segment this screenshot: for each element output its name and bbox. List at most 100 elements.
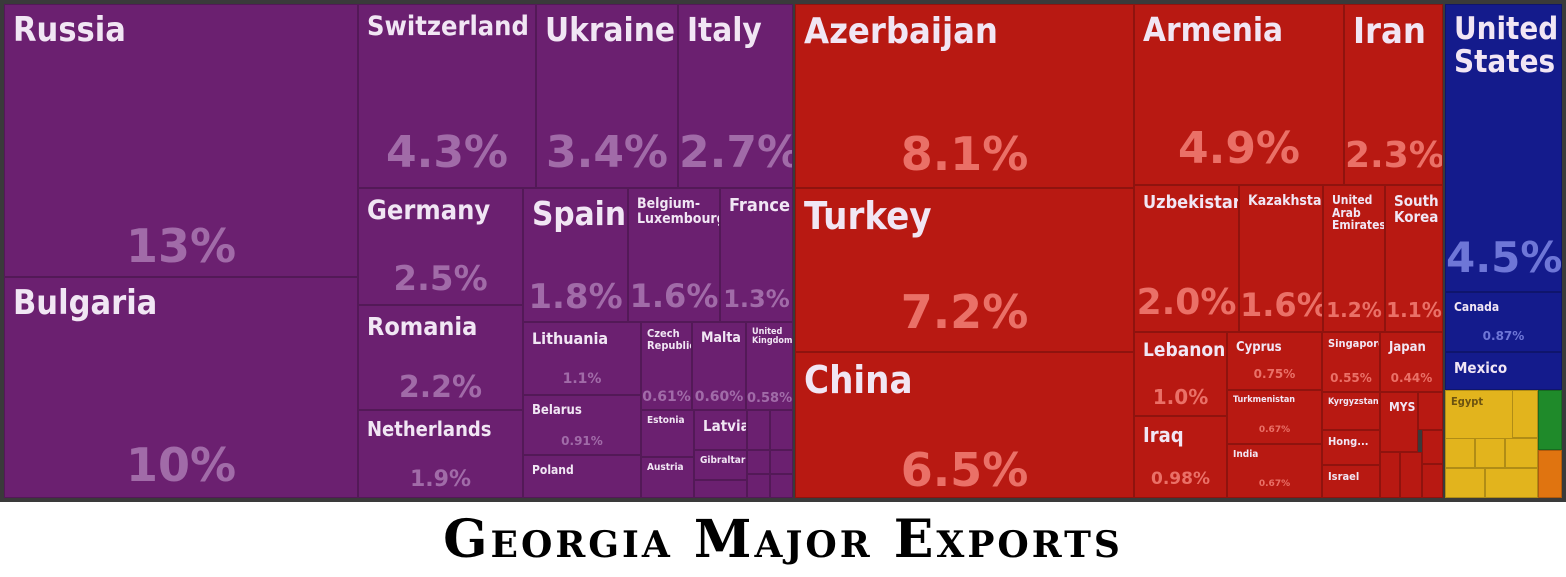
treemap-cell-armenia: Armenia 4.9% <box>1134 4 1344 185</box>
cell-value: 0.98% <box>1151 469 1210 489</box>
treemap-cell-estonia: Estonia <box>641 410 694 457</box>
cell-label: Belgium- Luxembourg <box>637 196 720 227</box>
cell-label: Lebanon <box>1143 339 1226 361</box>
cell-label: Russia <box>13 10 126 50</box>
cell-label: United Kingdom <box>752 327 793 347</box>
treemap-cell-minor <box>1485 468 1538 498</box>
cell-label: Latvia <box>703 417 747 435</box>
cell-value: 0.44% <box>1390 371 1433 385</box>
cell-value: 1.2% <box>1326 298 1382 322</box>
cell-value: 0.75% <box>1253 367 1296 381</box>
treemap-cell-minor <box>1445 468 1485 498</box>
cell-value: 13% <box>125 219 237 273</box>
treemap-cell-minor <box>1445 438 1475 468</box>
cell-value: 8.1% <box>900 127 1029 181</box>
cell-value: 2.5% <box>393 259 488 299</box>
treemap-cell-minor <box>747 410 770 450</box>
treemap-cell-turkmenistan: Turkmenistan 0.67% <box>1227 390 1322 444</box>
cell-label: United States <box>1454 11 1559 80</box>
treemap-cell-kazakhstan: Kazakhstan 1.6% <box>1239 185 1323 332</box>
cell-label: South Korea <box>1394 192 1439 226</box>
cell-label: Lithuania <box>532 329 609 348</box>
cell-value: 0.60% <box>694 389 744 405</box>
cell-value: 2.0% <box>1136 282 1237 323</box>
treemap-cell-minor <box>694 480 747 498</box>
cell-value: 7.2% <box>900 285 1029 339</box>
treemap-cell-india: India 0.67% <box>1227 444 1322 498</box>
cell-label: Iraq <box>1143 423 1184 447</box>
treemap-cell-minor <box>1422 430 1443 464</box>
treemap-cell-united-states: United States 4.5% <box>1445 4 1562 292</box>
treemap-cell-austria: Austria <box>641 457 694 498</box>
cell-value: 1.1% <box>1386 298 1442 322</box>
cell-value: 0.61% <box>642 389 691 405</box>
cell-label: Switzerland <box>367 11 529 42</box>
treemap-cell-minor <box>1512 390 1538 438</box>
treemap-cell-lebanon: Lebanon 1.0% <box>1134 332 1227 416</box>
cell-label: France <box>729 195 790 216</box>
cell-label: Turkmenistan <box>1233 395 1296 405</box>
treemap-cell-kyrgyzstan: Kyrgyzstan <box>1322 392 1380 430</box>
cell-value: 0.67% <box>1258 425 1291 435</box>
cell-label: United Arab Emirates <box>1332 193 1385 233</box>
treemap-cell-united-arab-emirates: United Arab Emirates 1.2% <box>1323 185 1385 332</box>
treemap-cell-uzbekistan: Uzbekistan 2.0% <box>1134 185 1239 332</box>
treemap-cell-hong: Hong... <box>1322 430 1380 465</box>
cell-value: 10% <box>125 438 237 492</box>
treemap-cell-minor <box>747 474 770 498</box>
treemap-cell-azerbaijan: Azerbaijan 8.1% <box>795 4 1134 188</box>
cell-label: Ukraine <box>545 10 675 49</box>
cell-label: Germany <box>367 195 491 226</box>
treemap-cell-russia: Russia 13% <box>4 4 358 277</box>
treemap-cell-poland: Poland <box>523 455 641 498</box>
cell-label: Malta <box>701 330 741 346</box>
cell-label: Czech Republic <box>647 327 692 352</box>
treemap-cell-singapore: Singapore 0.55% <box>1322 332 1380 392</box>
treemap-cell-spain: Spain 1.8% <box>523 188 628 322</box>
treemap-cell-czech-republic: Czech Republic 0.61% <box>641 322 692 410</box>
treemap-cell-minor <box>770 450 793 474</box>
treemap-cell-malta: Malta 0.60% <box>692 322 746 410</box>
cell-value: 1.8% <box>528 277 623 317</box>
cell-label: Armenia <box>1143 10 1284 49</box>
treemap-cell-minor <box>1422 464 1443 498</box>
treemap-cell-minor <box>1418 392 1443 430</box>
cell-value: 0.87% <box>1482 329 1525 343</box>
cell-value: 4.3% <box>385 127 509 178</box>
cell-label: Mexico <box>1454 359 1508 377</box>
cell-value: 0.91% <box>561 434 603 448</box>
treemap-cell-lithuania: Lithuania 1.1% <box>523 322 641 395</box>
cell-value: 2.3% <box>1345 135 1443 176</box>
treemap-cell-ukraine: Ukraine 3.4% <box>536 4 678 188</box>
cell-label: Netherlands <box>367 417 492 441</box>
cell-label: MYS <box>1389 400 1416 414</box>
treemap-cell-minor <box>1380 452 1400 498</box>
cell-label: Spain <box>532 194 626 233</box>
treemap-cell-minor <box>770 474 793 498</box>
cell-value: 1.6% <box>1240 286 1323 324</box>
treemap-cell-turkey: Turkey 7.2% <box>795 188 1134 352</box>
cell-label: Estonia <box>647 415 685 426</box>
treemap-cell-italy: Italy 2.7% <box>678 4 793 188</box>
cell-value: 6.5% <box>900 443 1029 497</box>
cell-label: Kazakhstan <box>1248 193 1323 209</box>
treemap-cell-canada: Canada 0.87% <box>1445 292 1562 352</box>
cell-label: Egypt <box>1451 395 1484 408</box>
cell-value: 3.4% <box>545 127 669 178</box>
treemap-cell-mys: MYS <box>1380 392 1418 452</box>
treemap-cell-china: China 6.5% <box>795 352 1134 498</box>
cell-label: Turkey <box>804 194 932 238</box>
cell-label: Japan <box>1389 340 1426 355</box>
cell-value: 0.55% <box>1330 371 1372 385</box>
treemap-cell-iran: Iran 2.3% <box>1344 4 1443 185</box>
cell-label: Israel <box>1328 470 1360 483</box>
cell-label: Bulgaria <box>13 283 158 323</box>
treemap-cell-cyprus: Cyprus 0.75% <box>1227 332 1322 390</box>
cell-value: 2.7% <box>679 127 793 178</box>
cell-label: Gibraltar <box>700 455 746 466</box>
treemap-chart: Russia 13% Bulgaria 10% Switzerland 4.3% Ukrai… <box>0 0 1566 502</box>
treemap-cell-germany: Germany 2.5% <box>358 188 523 305</box>
cell-label: Azerbaijan <box>804 11 998 52</box>
treemap-cell-gibraltar: Gibraltar <box>694 450 747 480</box>
cell-value: 1.6% <box>629 277 719 315</box>
